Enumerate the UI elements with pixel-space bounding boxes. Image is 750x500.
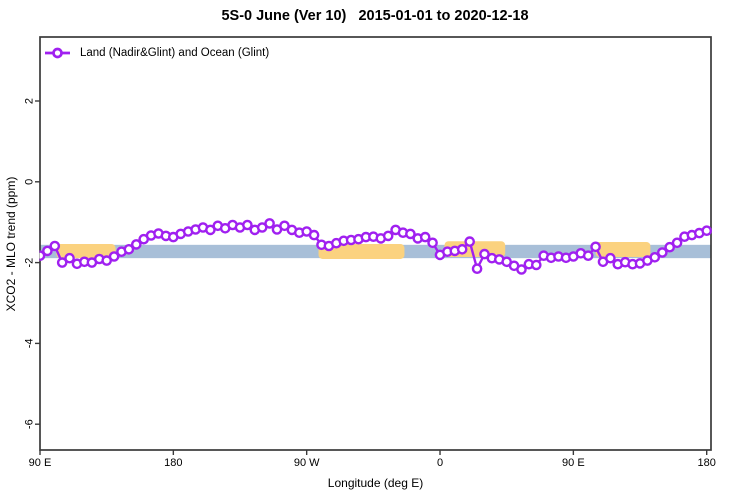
data-point	[64, 252, 75, 264]
data-point	[264, 218, 275, 229]
legend-label: Land (Nadir&Glint) and Ocean (Glint)	[80, 47, 270, 59]
data-point	[649, 251, 661, 263]
data-point	[123, 243, 135, 255]
data-point	[456, 243, 468, 255]
data-point	[405, 228, 416, 240]
x-tick-label: 90 W	[294, 457, 320, 469]
data-point	[590, 241, 601, 253]
y-tick-label: -4	[24, 339, 36, 349]
y-tick-label: 2	[24, 98, 36, 104]
legend-circle	[52, 47, 63, 59]
y-tick-label: 0	[24, 179, 36, 185]
data-point	[657, 247, 668, 258]
highlight-patch	[318, 244, 405, 259]
x-tick-label: 90 E	[562, 457, 585, 469]
data-point	[242, 219, 253, 231]
series-group	[39, 218, 713, 275]
data-point	[664, 241, 676, 253]
data-point	[471, 263, 483, 275]
highlight-patch	[595, 241, 651, 257]
data-point	[582, 250, 594, 261]
data-point	[531, 259, 542, 271]
data-point	[671, 237, 683, 249]
x-axis-title: Longitude (deg E)	[327, 476, 424, 490]
data-point	[427, 237, 438, 249]
data-point	[130, 239, 142, 250]
data-point	[308, 229, 320, 241]
data-point	[516, 264, 527, 275]
data-point	[42, 245, 53, 257]
y-tick-label: -6	[24, 419, 36, 429]
chart-title: 5S-0 June (Ver 10) 2015-01-01 to 2020-12…	[221, 8, 529, 24]
y-tick-label: -2	[24, 258, 36, 268]
data-point	[56, 257, 68, 268]
data-point	[464, 236, 476, 247]
x-tick-label: 90 E	[29, 457, 52, 469]
data-point	[108, 251, 120, 262]
data-point	[605, 252, 616, 264]
plot-frame	[39, 36, 712, 451]
x-tick-label: 180	[698, 457, 716, 469]
x-tick-label: 180	[164, 457, 182, 469]
data-point	[382, 230, 394, 242]
data-point	[49, 240, 61, 252]
legend: Land (Nadir&Glint) and Ocean (Glint)	[44, 46, 269, 60]
series-marker-icon	[45, 47, 70, 59]
y-axis-title: XCO2 - MLO trend (ppm)	[4, 176, 18, 312]
x-tick-label: 0	[437, 457, 443, 469]
data-point	[701, 225, 713, 236]
data-point	[419, 231, 431, 243]
